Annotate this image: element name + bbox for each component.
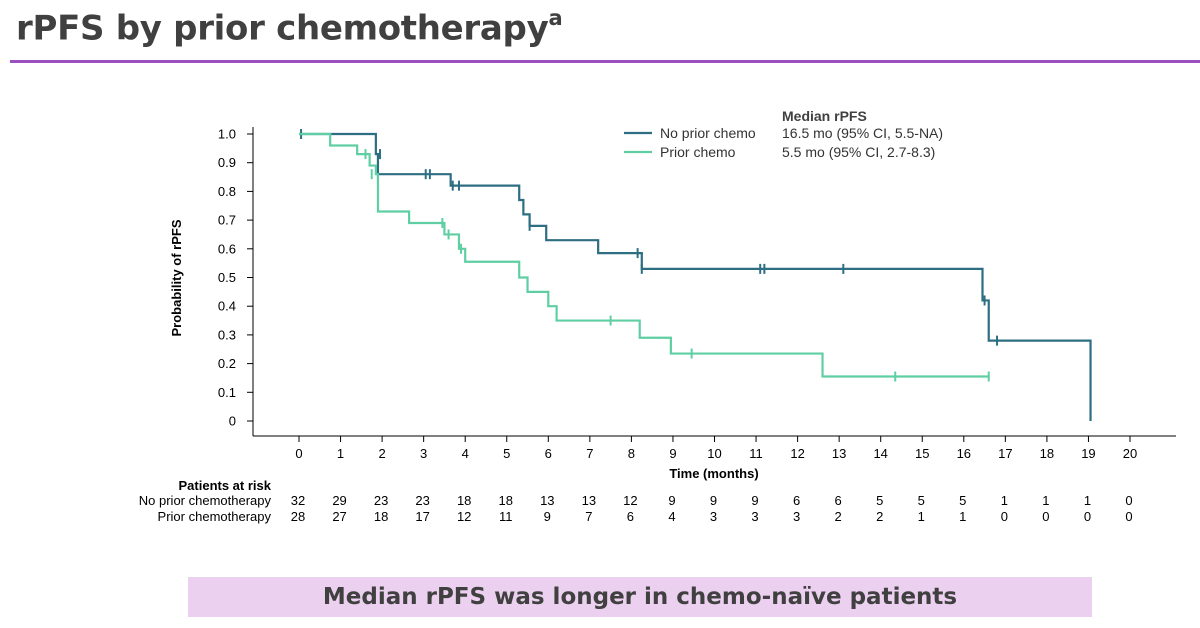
x-tick-label: 12 [790, 446, 804, 461]
x-tick-label: 4 [462, 446, 469, 461]
risk-value: 32 [291, 493, 305, 508]
risk-value: 9 [544, 509, 551, 524]
x-tick-label: 15 [915, 446, 929, 461]
y-tick-label: 0.8 [218, 184, 236, 199]
series-layer [299, 129, 1092, 421]
risk-value: 0 [1125, 493, 1132, 508]
risk-value: 0 [1042, 509, 1049, 524]
risk-value: 23 [415, 493, 429, 508]
title-underline [10, 60, 1200, 63]
legend-name-prior-chemo: Prior chemo [660, 144, 736, 160]
x-tick-label: 9 [669, 446, 676, 461]
takeaway-banner: Median rPFS was longer in chemo-naïve pa… [188, 577, 1092, 617]
x-tick-label: 5 [503, 446, 510, 461]
y-tick-label: 0.7 [218, 213, 236, 228]
title-footnote-marker: a [548, 6, 563, 30]
x-tick-label: 8 [628, 446, 635, 461]
x-tick-label: 0 [295, 446, 302, 461]
risk-table-title: Patients at risk [179, 478, 272, 493]
risk-value: 9 [710, 493, 717, 508]
legend-median-no-prior-chemo: 16.5 mo (95% CI, 5.5-NA) [782, 125, 943, 141]
y-axis-label: Probability of rPFS [169, 219, 184, 336]
series-line-prior-chemo [299, 132, 989, 378]
risk-value: 28 [291, 509, 305, 524]
risk-value: 2 [835, 509, 842, 524]
risk-value: 11 [499, 509, 513, 524]
risk-value: 29 [332, 493, 346, 508]
series-line-no-prior-chemo [299, 132, 1092, 421]
risk-value: 5 [959, 493, 966, 508]
risk-value: 1 [1084, 493, 1091, 508]
x-tick-label: 6 [545, 446, 552, 461]
legend-median-prior-chemo: 5.5 mo (95% CI, 2.7-8.3) [782, 144, 935, 160]
slide-title-text: rPFS by prior chemotherapy [16, 8, 549, 49]
x-tick-label: 11 [749, 446, 763, 461]
y-tick-label: 0 [229, 414, 236, 429]
x-tick-label: 3 [420, 446, 427, 461]
risk-value: 6 [793, 493, 800, 508]
risk-value: 9 [751, 493, 758, 508]
legend-title: Median rPFS [782, 108, 867, 124]
slide-title: rPFS by prior chemotherapya [16, 6, 563, 49]
risk-value: 0 [1001, 509, 1008, 524]
risk-value: 0 [1125, 509, 1132, 524]
risk-value: 4 [668, 509, 675, 524]
takeaway-text: Median rPFS was longer in chemo-naïve pa… [322, 584, 958, 610]
y-tick-label: 0.3 [218, 327, 236, 342]
risk-value: 13 [582, 493, 596, 508]
risk-value: 1 [1042, 493, 1049, 508]
risk-value: 6 [835, 493, 842, 508]
risk-value: 3 [751, 509, 758, 524]
y-tick-label: 0.1 [218, 385, 236, 400]
risk-value: 1 [1001, 493, 1008, 508]
risk-value: 23 [374, 493, 388, 508]
risk-row-label-1: Prior chemotherapy [158, 509, 272, 524]
y-tick-label: 1.0 [218, 127, 236, 142]
risk-value: 18 [499, 493, 513, 508]
x-tick-label: 19 [1081, 446, 1095, 461]
risk-value: 2 [876, 509, 883, 524]
legend: Median rPFS No prior chemo 16.5 mo (95% C… [624, 108, 943, 160]
x-tick-label: 2 [378, 446, 385, 461]
risk-value: 6 [627, 509, 634, 524]
x-tick-label: 16 [957, 446, 971, 461]
y-tick-label: 0.4 [218, 299, 236, 314]
risk-table: No prior chemotherapy 32 29 23 23 18 18 13 13 12 9… [139, 493, 1133, 524]
risk-value: 3 [710, 509, 717, 524]
risk-value: 12 [623, 493, 637, 508]
y-tick-label: 0.6 [218, 241, 236, 256]
risk-value: 12 [457, 509, 471, 524]
x-tick-label: 1 [337, 446, 344, 461]
risk-value: 18 [457, 493, 471, 508]
risk-value: 18 [374, 509, 388, 524]
y-tick-label: 0.9 [218, 155, 236, 170]
risk-value: 1 [918, 509, 925, 524]
risk-value: 17 [415, 509, 429, 524]
risk-value: 9 [668, 493, 675, 508]
legend-name-no-prior-chemo: No prior chemo [660, 125, 756, 141]
x-tick-label: 13 [832, 446, 846, 461]
y-tick-label: 0.2 [218, 356, 236, 371]
x-tick-label: 20 [1123, 446, 1137, 461]
risk-value: 5 [876, 493, 883, 508]
x-tick-label: 14 [873, 446, 887, 461]
x-tick-label: 10 [707, 446, 721, 461]
x-tick-label: 17 [998, 446, 1012, 461]
risk-row-label-0: No prior chemotherapy [139, 493, 272, 508]
axes-layer: 00.10.20.30.40.50.60.70.80.91.00 1 2 3 4 5 6 7 8… [218, 127, 1176, 461]
risk-value: 5 [918, 493, 925, 508]
risk-value: 1 [959, 509, 966, 524]
risk-value: 7 [585, 509, 592, 524]
risk-value: 13 [540, 493, 554, 508]
risk-value: 0 [1084, 509, 1091, 524]
x-axis-label: Time (months) [669, 466, 758, 481]
y-tick-label: 0.5 [218, 270, 236, 285]
risk-value: 27 [332, 509, 346, 524]
x-tick-label: 18 [1040, 446, 1054, 461]
x-tick-label: 7 [586, 446, 593, 461]
risk-value: 3 [793, 509, 800, 524]
